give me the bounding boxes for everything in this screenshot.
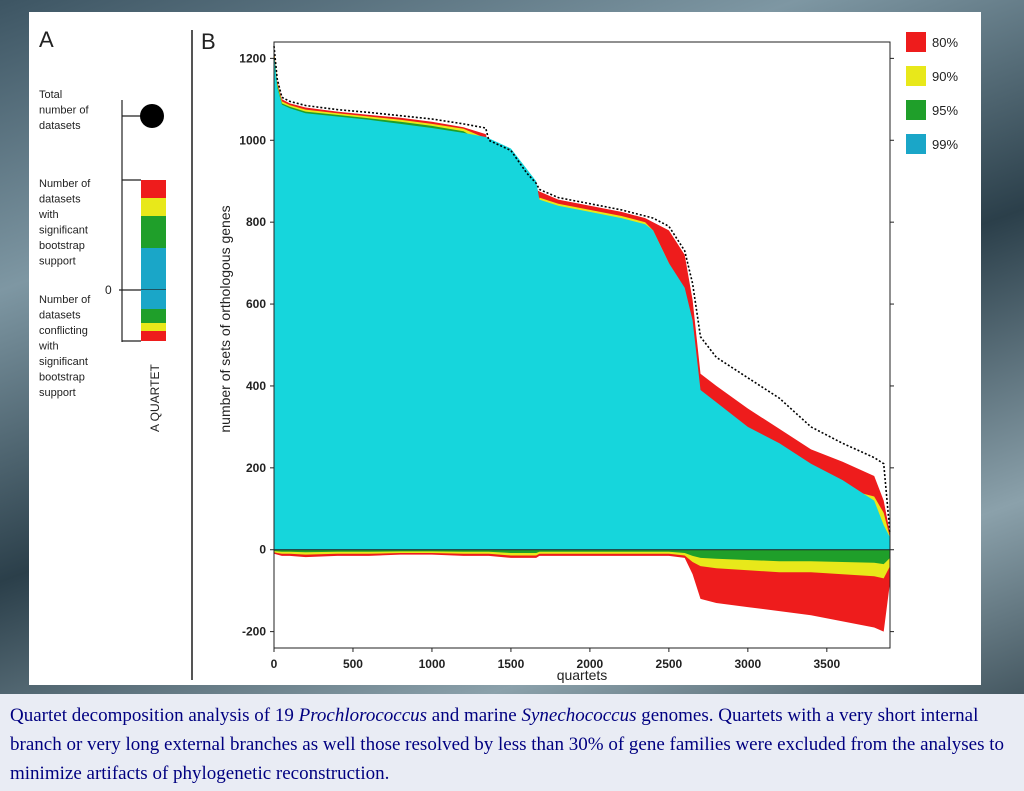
key-yellow-conflict [141, 323, 166, 331]
key-green-conflict [141, 309, 166, 323]
y-tick-label: 1000 [239, 133, 266, 147]
plot-area [273, 46, 891, 632]
caption-part-3: genomes. Quartets with a very short inte… [10, 705, 1004, 784]
conflict-area-95pct [274, 549, 890, 565]
legend: 80% 90% 95% 99% [906, 32, 958, 154]
plot-frame [273, 41, 891, 649]
y-tick-label: 600 [246, 297, 266, 311]
figure-panel: A Total number of datasets Number of datase… [29, 12, 981, 685]
conflict-label-line: significant [39, 356, 88, 368]
panel-b: B -200 0 200 400 600 800 1000 1200 0 500 1000 1500… [201, 29, 958, 683]
legend-swatch-99pct [906, 134, 926, 154]
x-tick-label: 2000 [577, 657, 604, 671]
y-tick-label: 1200 [239, 51, 266, 65]
conflict-label-line: bootstrap [39, 372, 85, 384]
caption-italic-prochlorococcus: Prochlorococcus [298, 705, 428, 726]
x-tick-label: 2500 [656, 657, 683, 671]
legend-swatch-80pct [906, 32, 926, 52]
x-axis-ticks: 0 500 1000 1500 2000 2500 3000 3500 [271, 648, 840, 671]
support-label: Number of datasets with significant bootstra… [38, 178, 91, 268]
y-tick-label: 800 [246, 215, 266, 229]
legend-label-99pct: 99% [932, 137, 958, 152]
y-axis-ticks: -200 0 200 400 600 800 1000 1200 [239, 51, 894, 639]
y-tick-label: -200 [242, 625, 266, 639]
support-label-line: support [39, 256, 76, 268]
quartet-axis-label: A QUARTET [148, 364, 162, 432]
y-tick-label: 400 [246, 379, 266, 393]
legend-label-95pct: 95% [932, 103, 958, 118]
conflict-label-line: datasets [39, 310, 81, 322]
key-green [141, 216, 166, 248]
conflict-label: Number of datasets conflicting with signific… [38, 294, 91, 399]
legend-label-90pct: 90% [932, 69, 958, 84]
panel-a-letter: A [39, 27, 54, 52]
support-label-line: datasets [39, 194, 81, 206]
key-yellow [141, 198, 166, 216]
total-label-line: datasets [39, 120, 81, 132]
figure-svg: A Total number of datasets Number of datase… [38, 27, 958, 683]
support-label-line: significant [39, 225, 88, 237]
legend-swatch-95pct [906, 100, 926, 120]
panel-b-letter: B [201, 29, 216, 54]
total-label: Total number of datasets [39, 89, 89, 132]
caption-italic-synechococcus: Synechococcus [521, 705, 637, 726]
caption-part-1: Quartet decomposition analysis of 19 [10, 705, 299, 726]
x-tick-label: 3500 [813, 657, 840, 671]
conflict-label-line: Number of [39, 294, 91, 306]
y-tick-label: 0 [259, 543, 266, 557]
zero-label: 0 [105, 283, 112, 297]
total-label-line: number of [39, 105, 89, 117]
conflict-label-line: support [39, 387, 76, 399]
total-label-line: Total [39, 89, 62, 101]
total-datasets-line [273, 46, 891, 534]
key-red-conflict [141, 331, 166, 341]
y-tick-label: 200 [246, 461, 266, 475]
conflict-label-line: with [38, 341, 59, 353]
support-area-99pct [274, 52, 890, 550]
y-axis-label: number of sets of orthologous genes [217, 205, 233, 432]
panel-a: A Total number of datasets Number of datase… [38, 27, 193, 680]
key-cyan [141, 248, 166, 290]
key-cyan-conflict [141, 290, 166, 309]
figure-caption: Quartet decomposition analysis of 19 Pro… [0, 694, 1024, 791]
conflict-label-line: conflicting [39, 325, 88, 337]
legend-swatch-90pct [906, 66, 926, 86]
x-tick-label: 500 [343, 657, 363, 671]
x-tick-label: 3000 [734, 657, 761, 671]
support-label-line: bootstrap [39, 240, 85, 252]
x-axis-label: quartets [557, 667, 608, 683]
total-dot [140, 104, 164, 128]
support-label-line: Number of [39, 178, 91, 190]
x-tick-label: 1500 [498, 657, 525, 671]
caption-part-2: and marine [427, 705, 522, 726]
x-tick-label: 0 [271, 657, 278, 671]
conflict-area-80pct [274, 549, 890, 632]
support-label-line: with [38, 209, 59, 221]
legend-label-80pct: 80% [932, 35, 958, 50]
x-tick-label: 1000 [419, 657, 446, 671]
key-red [141, 180, 166, 198]
